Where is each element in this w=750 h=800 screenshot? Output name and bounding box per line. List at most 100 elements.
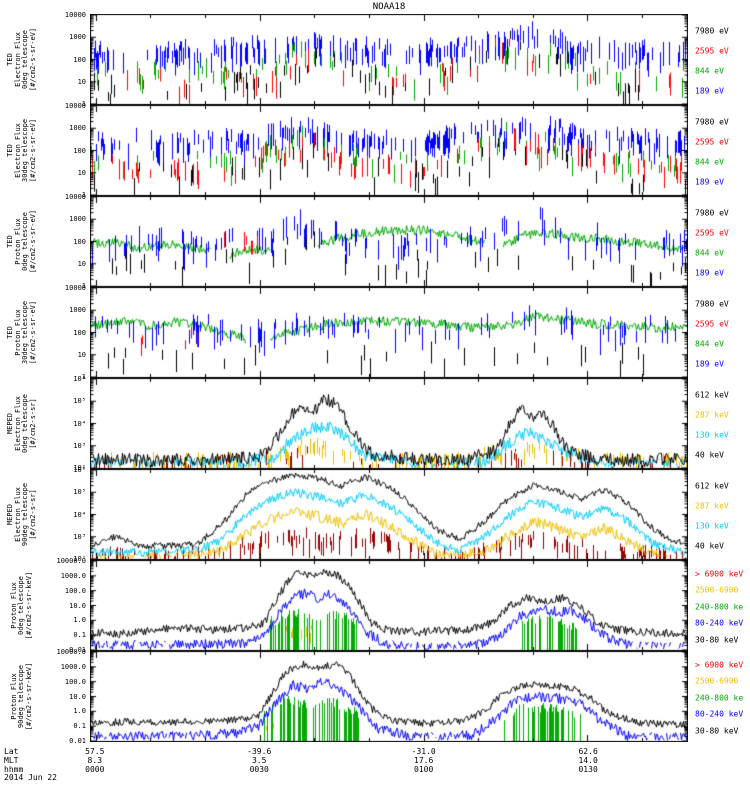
- legend-label-meped-electron-90deg: 130 keV: [695, 521, 729, 531]
- y-tick-label: 10²: [73, 464, 86, 472]
- y-tick-label: 10³: [73, 532, 86, 541]
- legend-label-meped-proton-90deg: 30-80 keV: [695, 726, 739, 736]
- y-axis-title-text: TED Proton Flux 0deg telescope [#/cm2-s-sr-…: [0, 196, 44, 287]
- x-tick-value-hhmm: 0130: [578, 765, 598, 774]
- y-axis-title-line: [#/cm2-s-sr-keV]: [24, 662, 33, 731]
- y-axis-title-ted-proton-30deg: TED Proton Flux 30deg telescope [#/cm2-s-sr…: [0, 287, 44, 378]
- y-axis-title-line: [#/cm2-s-sr-eV]: [28, 300, 37, 365]
- y-tick-label: 0.1: [73, 631, 86, 640]
- x-tick-value-mlt: 3.5: [251, 756, 267, 765]
- y-tick-label: 10⁶: [73, 466, 86, 474]
- x-tick-value-lat: 62.6: [578, 747, 598, 756]
- y-tick-label: 10⁴: [73, 510, 86, 519]
- y-axis-title-line: [#/cm2-s-sr]: [28, 398, 37, 449]
- panel-canvas-ted-proton-0deg: [90, 196, 688, 287]
- panel-canvas-ted-proton-30deg: [90, 287, 688, 378]
- y-axis-title-text: Proton Flux 0deg telescope [#/cm2-s-sr-keV…: [0, 560, 44, 651]
- y-tick-label: 10000: [64, 284, 86, 292]
- legend-label-meped-electron-0deg: 612 keV: [695, 390, 729, 400]
- y-tick-label: 1.0: [73, 616, 86, 625]
- x-tick-value-hhmm: 0000: [85, 765, 105, 774]
- y-axis-title-ted-proton-0deg: TED Proton Flux 0deg telescope [#/cm2-s-sr-…: [0, 196, 44, 287]
- legend-label-meped-electron-90deg: 40 keV: [695, 541, 724, 551]
- y-axis-title-line: [#/cm2-s-sr-eV]: [28, 118, 37, 183]
- y-axis-title-meped-proton-90deg: Proton Flux 90deg telescope [#/cm2-s-sr-ke…: [0, 651, 44, 742]
- legend-label-ted-proton-0deg: 2595 eV: [695, 228, 729, 238]
- x-tick-value-lat: -31.0: [411, 747, 436, 756]
- legend-label-meped-proton-90deg: 240-800 ke: [695, 693, 744, 703]
- legend-label-ted-proton-30deg: 844 eV: [695, 339, 724, 349]
- panel-canvas-meped-proton-0deg: [90, 560, 688, 651]
- x-tick-value-lat: 57.5: [85, 747, 105, 756]
- legend-label-meped-electron-0deg: 40 keV: [695, 450, 724, 460]
- x-tick-value-mlt: 8.3: [87, 756, 103, 765]
- y-tick-label: 100: [73, 55, 86, 64]
- y-axis-title-meped-electron-0deg: MEPED Electron Flux 0deg telescope [#/cm2-s…: [0, 378, 44, 469]
- y-axis-title-meped-electron-90deg: MEPED Electron Flux 90deg telescope [#/cm2-…: [0, 469, 44, 560]
- legend-label-ted-electron-0deg: 7980 eV: [695, 26, 729, 36]
- y-tick-label: 10000: [64, 11, 86, 19]
- legend-label-meped-electron-0deg: 287 keV: [695, 410, 729, 420]
- legend-label-ted-proton-30deg: 7980 eV: [695, 299, 729, 309]
- y-tick-label: 100.0: [64, 677, 86, 686]
- y-tick-label: 100.0: [64, 586, 86, 595]
- legend-label-ted-electron-30deg: 189 eV: [695, 177, 724, 187]
- panel-canvas-ted-electron-30deg: [90, 105, 688, 196]
- x-tick-value-hhmm: 0030: [249, 765, 269, 774]
- legend-label-ted-electron-30deg: 2595 eV: [695, 137, 729, 147]
- legend-label-meped-proton-90deg: > 6900 keV: [695, 660, 744, 670]
- x-tick-value-mlt: 14.0: [578, 756, 598, 765]
- x-tick-value-hhmm: 0100: [414, 765, 434, 774]
- legend-label-ted-electron-0deg: 2595 eV: [695, 46, 729, 56]
- x-tick-value-lat: -39.6: [247, 747, 272, 756]
- legend-label-ted-proton-30deg: 189 eV: [695, 359, 724, 369]
- y-tick-label: 10⁵: [73, 488, 86, 497]
- panel-canvas-ted-electron-0deg: [90, 14, 688, 105]
- y-tick-label: 10: [77, 350, 86, 359]
- x-axis-row-label-lat: Lat: [4, 747, 19, 756]
- y-tick-label: 0.01: [69, 737, 86, 745]
- y-tick-label: 10²: [73, 555, 86, 563]
- panel-canvas-meped-proton-90deg: [90, 651, 688, 742]
- y-tick-label: 1000: [69, 124, 86, 133]
- y-tick-label: 10000.0: [56, 557, 86, 565]
- legend-label-ted-proton-30deg: 2595 eV: [695, 319, 729, 329]
- legend-label-ted-electron-0deg: 189 eV: [695, 86, 724, 96]
- y-axis-title-text: MEPED Electron Flux 90deg telescope [#/cm2-…: [0, 469, 44, 560]
- plot-title: NOAA18: [372, 2, 406, 12]
- legend-label-meped-electron-90deg: 287 keV: [695, 501, 729, 511]
- y-tick-label: 10: [77, 77, 86, 86]
- y-axis-title-text: MEPED Electron Flux 0deg telescope [#/cm2-s…: [0, 378, 44, 469]
- y-tick-label: 10000: [64, 193, 86, 201]
- legend-label-meped-electron-0deg: 130 keV: [695, 430, 729, 440]
- y-axis-title-text: TED Electron Flux 30deg telescope [#/cm2-s-…: [0, 105, 44, 196]
- x-tick-value-mlt: 17.6: [414, 756, 434, 765]
- legend-label-meped-proton-0deg: 30-80 keV: [695, 635, 739, 645]
- y-tick-label: 100: [73, 237, 86, 246]
- y-axis-title-ted-electron-30deg: TED Electron Flux 30deg telescope [#/cm2-s-…: [0, 105, 44, 196]
- y-tick-label: 1: [81, 100, 86, 108]
- date-label: 2014 Jun 22: [4, 773, 57, 782]
- y-tick-label: 1: [81, 373, 86, 381]
- y-axis-title-ted-electron-0deg: TED Electron Flux 0deg telescope [#/cm2-s-s…: [0, 14, 44, 105]
- x-axis-row-label-hhmm: hhmm: [4, 765, 24, 774]
- legend-label-ted-electron-30deg: 844 eV: [695, 157, 724, 167]
- y-axis-title-line: [#/cm2-s-sr-eV]: [28, 27, 37, 92]
- y-tick-label: 10.0: [69, 692, 86, 701]
- y-tick-label: 10⁵: [73, 397, 86, 406]
- y-axis-title-line: [#/cm2-s-sr-eV]: [28, 209, 37, 274]
- y-axis-title-text: Proton Flux 90deg telescope [#/cm2-s-sr-ke…: [0, 651, 44, 742]
- legend-label-ted-proton-0deg: 189 eV: [695, 268, 724, 278]
- legend-label-meped-electron-90deg: 612 keV: [695, 481, 729, 491]
- y-tick-label: 10.0: [69, 601, 86, 610]
- y-tick-label: 10000.0: [56, 648, 86, 656]
- y-axis-title-line: [#/cm2-s-sr-keV]: [24, 571, 33, 640]
- legend-label-ted-proton-0deg: 844 eV: [695, 248, 724, 258]
- legend-label-meped-proton-0deg: 240-800 ke: [695, 602, 744, 612]
- legend-label-meped-proton-0deg: > 6900 keV: [695, 569, 744, 579]
- y-tick-label: 10³: [73, 441, 86, 450]
- y-axis-title-line: [#/cm2-s-sr]: [28, 489, 37, 540]
- panel-canvas-meped-electron-0deg: [90, 378, 688, 469]
- y-tick-label: 0.01: [69, 646, 86, 654]
